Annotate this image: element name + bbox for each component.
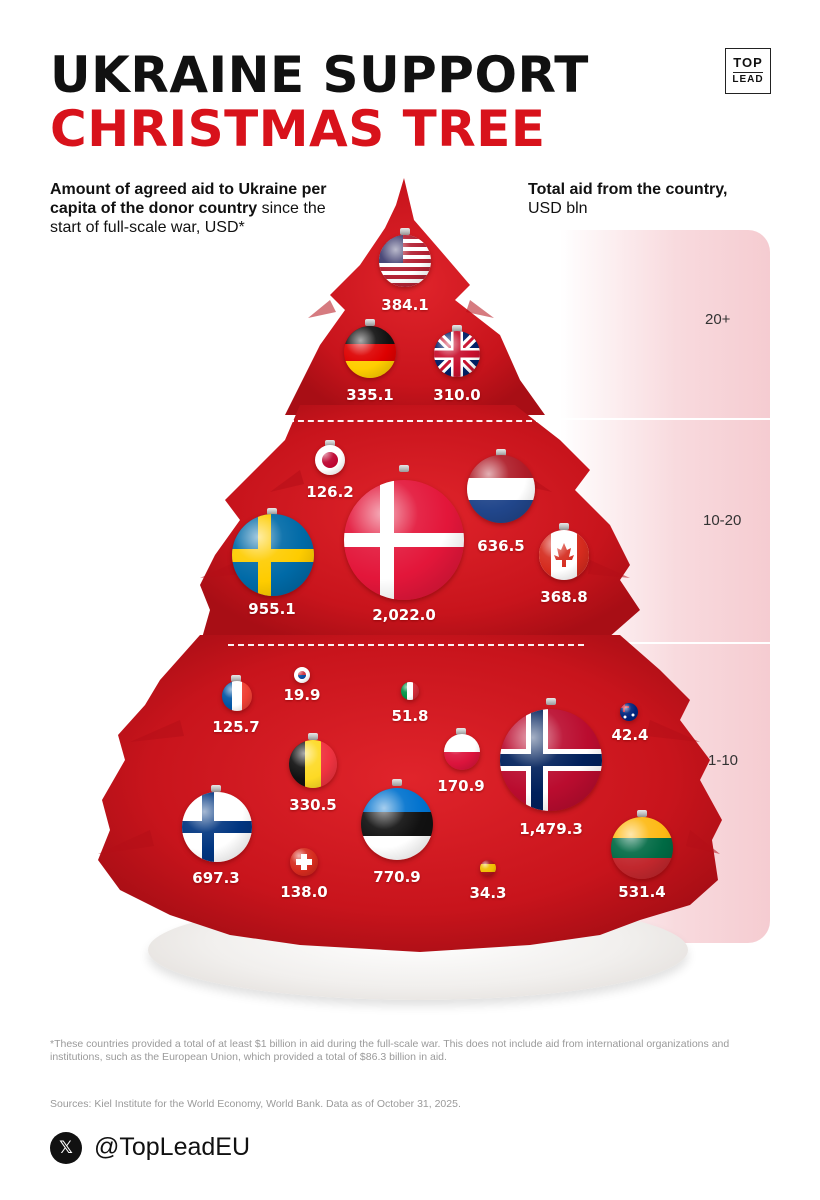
ornament-cap [559, 523, 569, 530]
ornament-value: 2,022.0 [372, 606, 436, 624]
logo-bottom-text: LEAD [732, 74, 764, 86]
lithuania-flag-icon [611, 817, 673, 879]
switzerland-flag-icon [290, 848, 318, 876]
denmark-flag-icon [344, 480, 464, 600]
ornament-value: 138.0 [280, 883, 328, 901]
ornament-value: 51.8 [391, 707, 429, 725]
ornament-value: 636.5 [477, 537, 525, 555]
logo-top-text: TOP [733, 56, 763, 74]
right-subtitle-regular: USD bln [528, 200, 588, 217]
ornament-value: 335.1 [346, 386, 394, 404]
ornament-value: 384.1 [381, 296, 429, 314]
australia-flag-icon [620, 703, 638, 721]
belgium-flag-icon [289, 740, 337, 788]
usa-flag-icon [379, 235, 431, 287]
ornament-cap [231, 675, 241, 682]
norway-flag-icon [500, 709, 602, 811]
ornament-cap [452, 325, 462, 332]
right-subtitle: Total aid from the country, USD bln [528, 180, 727, 218]
uk-flag-icon [434, 331, 480, 377]
ornament-cap [211, 785, 221, 792]
x-logo-icon[interactable]: 𝕏 [50, 1132, 82, 1164]
ornament-cap [400, 228, 410, 235]
canada-flag-icon [539, 530, 589, 580]
tier-separator [560, 418, 770, 420]
ornament-value: 42.4 [611, 726, 649, 744]
france-flag-icon [222, 681, 252, 711]
ornament-value: 955.1 [248, 600, 296, 618]
ornament-value: 310.0 [433, 386, 481, 404]
left-subtitle: Amount of agreed aid to Ukraine per capi… [50, 180, 330, 237]
right-subtitle-bold: Total aid from the country, [528, 181, 728, 198]
tier-label-20-plus: 20+ [705, 311, 731, 328]
ornament-cap [365, 319, 375, 326]
south-korea-flag-icon [294, 667, 310, 683]
ornament-cap [546, 698, 556, 705]
social-handle[interactable]: @TopLeadEU [94, 1133, 251, 1161]
ornament-value: 770.9 [373, 868, 421, 886]
toplead-logo: TOP LEAD [725, 48, 771, 94]
tier-divider-dashed [288, 420, 542, 422]
ornament-cap [267, 508, 277, 515]
italy-flag-icon [401, 682, 419, 700]
left-subtitle-bold: Amount of agreed aid to Ukraine per capi… [50, 181, 327, 217]
ornament-value: 34.3 [469, 884, 507, 902]
ornament-value: 368.8 [540, 588, 588, 606]
ornament-cap [325, 440, 335, 447]
germany-flag-icon [344, 326, 396, 378]
sweden-flag-icon [232, 514, 314, 596]
tier-separator [560, 642, 770, 644]
ornament-cap [496, 449, 506, 456]
title-line-2: CHRISTMAS TREE [50, 100, 546, 158]
netherlands-flag-icon [467, 455, 535, 523]
ornament-cap [456, 728, 466, 735]
title-line-1: UKRAINE SUPPORT [50, 46, 589, 104]
tier-label-10-20: 10-20 [703, 512, 742, 529]
spain-flag-icon [480, 860, 496, 876]
tier-label-1-10: 1-10 [708, 752, 739, 769]
ornament-value: 330.5 [289, 796, 337, 814]
japan-flag-icon [315, 445, 345, 475]
sources-note: Sources: Kiel Institute for the World Ec… [50, 1098, 461, 1110]
ornament-cap [637, 810, 647, 817]
ornament-value: 125.7 [212, 718, 260, 736]
ornament-value: 697.3 [192, 869, 240, 887]
ornament-value: 170.9 [437, 777, 485, 795]
ornament-value: 126.2 [306, 483, 354, 501]
estonia-flag-icon [361, 788, 433, 860]
ornament-cap [308, 733, 318, 740]
finland-flag-icon [182, 792, 252, 862]
ornament-value: 531.4 [618, 883, 666, 901]
tier-divider-dashed [228, 644, 584, 646]
ornament-cap [392, 779, 402, 786]
poland-flag-icon [444, 734, 480, 770]
ornament-value: 1,479.3 [519, 820, 583, 838]
ornament-value: 19.9 [283, 686, 321, 704]
ornament-cap [399, 465, 409, 472]
left-subtitle-regular: since the start of full-scale war, USD* [50, 200, 326, 236]
footnote: *These countries provided a total of at … [50, 1038, 730, 1063]
